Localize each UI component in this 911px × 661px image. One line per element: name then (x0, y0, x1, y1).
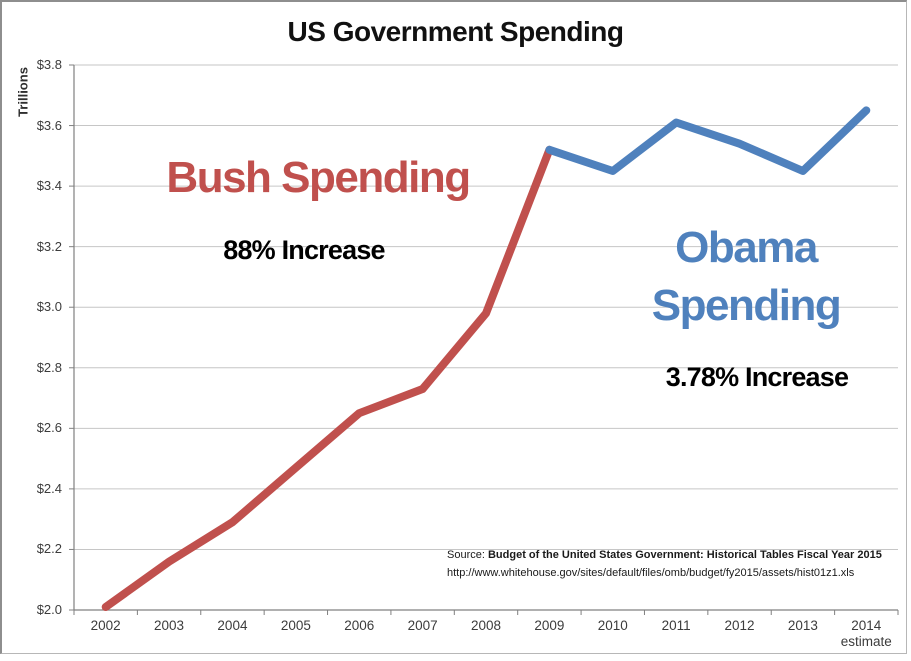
x-tick-label: 2006 (344, 618, 375, 633)
x-tick-label: 2003 (154, 618, 185, 633)
y-tick-label: $2.4 (36, 480, 62, 496)
x-tick-label: 2013 (787, 618, 818, 633)
y-tick-label: $3.0 (36, 299, 62, 315)
x-tick-label: 2010 (597, 618, 628, 633)
y-axis-title: Trillions (15, 67, 31, 117)
obama-increase-annotation: 3.78% Increase (665, 362, 849, 392)
obama-spending-annotation: Obama Spending (651, 223, 842, 330)
x-tick-label: 2012 (724, 618, 755, 633)
x-tick-label: 2004 (217, 618, 248, 633)
x-tick-label: 2009 (534, 618, 565, 633)
x-tick-label: 2011 (661, 618, 691, 633)
y-tick-label: $3.2 (36, 238, 62, 254)
y-tick-label: $2.0 (36, 602, 62, 617)
x-tick-label: 2008 (470, 618, 502, 633)
x-tick-label: 2005 (280, 618, 311, 633)
x-tick-label: 2007 (407, 618, 438, 633)
series-line-bush-spending (101, 145, 554, 611)
bush-spending-annotation: Bush Spending (166, 153, 471, 202)
y-tick-label: $3.8 (36, 57, 62, 72)
y-tick-label: $3.4 (36, 178, 62, 194)
bush-increase-annotation: 88% Increase (223, 235, 385, 265)
y-tick-label: $3.6 (36, 117, 62, 133)
x-tick-label: 2014 estimate (834, 618, 898, 650)
y-tick-label: $2.2 (36, 541, 62, 557)
source-note: Source: Budget of the United States Gove… (447, 546, 882, 582)
chart-title: US Government Spending (287, 16, 624, 47)
source-url: http://www.whitehouse.gov/sites/default/… (447, 567, 855, 579)
x-tick-sublabel: estimate (840, 634, 892, 649)
y-tick-label: $2.6 (36, 420, 62, 436)
series-line-obama-spending (545, 106, 871, 175)
x-tick-label: 2002 (90, 618, 121, 633)
source-reference: Source: Budget of the United States Gove… (447, 549, 882, 561)
y-tick-label: $2.8 (36, 359, 62, 375)
